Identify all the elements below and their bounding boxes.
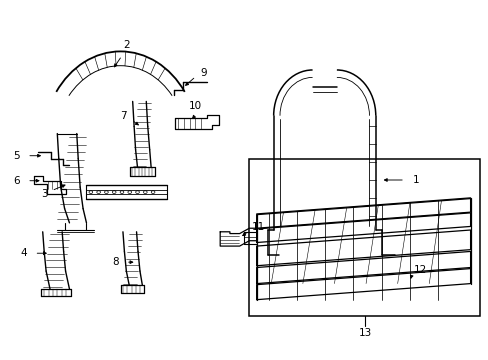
Text: 9: 9 [201,68,207,78]
Text: 3: 3 [41,189,47,199]
Text: 5: 5 [13,151,20,161]
Text: 7: 7 [120,111,126,121]
Bar [249,158,479,316]
Text: 12: 12 [413,265,426,275]
Text: 13: 13 [358,328,371,338]
Text: 4: 4 [20,248,27,258]
Text: 2: 2 [123,40,130,50]
Text: 11: 11 [251,222,264,232]
Text: 10: 10 [188,102,201,111]
Text: 6: 6 [13,176,20,186]
Text: 8: 8 [112,257,119,267]
Text: 1: 1 [412,175,419,185]
